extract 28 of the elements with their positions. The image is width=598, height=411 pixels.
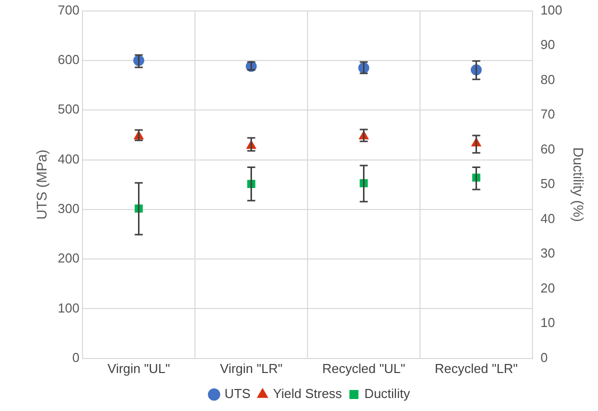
y-tick-label: 700 [58,2,80,18]
y-tick-label: 600 [58,52,80,68]
y2-tick-label: 80 [540,72,555,87]
y2-tick-label: 0 [540,350,548,365]
legend-label: Yield Stress [273,386,342,402]
y2-tick-label: 10 [540,315,555,330]
y2-axis-title: Ductility (%) [570,147,587,222]
y-axis-title: UTS (MPa) [33,150,50,220]
y2-tick-label: 90 [540,37,555,52]
x-tick-label: Virgin "UL" [108,360,170,376]
legend-label: UTS [224,386,251,402]
y2-tick-label: 40 [540,210,555,226]
x-tick-label: Recycled "LR" [434,360,518,376]
x-tick-label: Virgin "LR" [220,360,283,376]
y-tick-label: 500 [58,102,80,117]
y2-tick-label: 70 [540,106,555,122]
y-tick-label: 200 [58,250,80,266]
y-tick-label: 100 [58,300,80,316]
x-tick-label: Recycled "UL" [322,360,406,376]
y2-tick-label: 50 [540,176,555,192]
y-tick-label: 0 [72,350,80,365]
y-tick-label: 400 [58,151,80,166]
y2-tick-label: 100 [540,2,562,18]
legend-label: Ductility [364,386,410,402]
y2-tick-label: 20 [540,280,555,296]
y2-tick-label: 30 [540,246,555,261]
y-tick-label: 300 [58,201,80,216]
y2-tick-label: 60 [540,141,555,156]
